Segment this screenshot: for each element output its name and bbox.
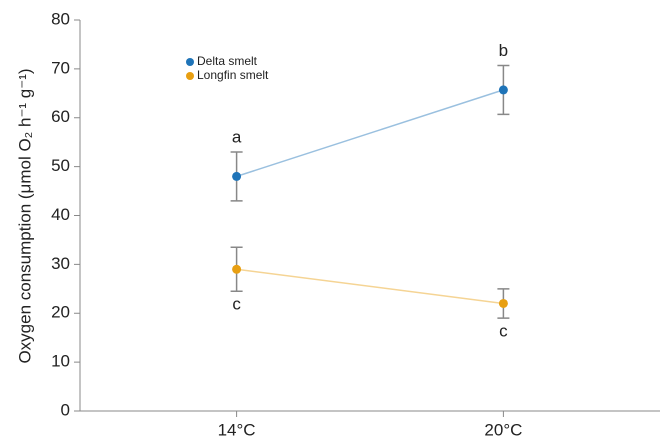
y-tick-label: 0: [61, 400, 70, 419]
legend-text: Longfin smelt: [197, 68, 269, 82]
y-tick-label: 40: [51, 205, 70, 224]
x-tick-label: 20°C: [484, 420, 522, 439]
data-point: [498, 85, 508, 95]
data-point: [498, 298, 508, 308]
y-tick-label: 50: [51, 156, 70, 175]
significance-label: c: [232, 295, 241, 314]
y-tick-label: 30: [51, 254, 70, 273]
legend-text: Delta smelt: [197, 54, 258, 68]
significance-label: b: [499, 41, 508, 60]
legend-marker: [186, 72, 194, 80]
y-axis-label: Oxygen consumption (μmol O₂ h⁻¹ g⁻¹): [15, 68, 34, 363]
data-point: [232, 171, 242, 181]
legend-marker: [186, 58, 194, 66]
y-tick-label: 20: [51, 303, 70, 322]
y-tick-label: 10: [51, 352, 70, 371]
series-line: [236, 268, 504, 305]
series-line: [236, 89, 504, 178]
y-tick-label: 80: [51, 9, 70, 28]
y-tick-label: 60: [51, 107, 70, 126]
significance-label: c: [499, 322, 508, 341]
x-tick-label: 14°C: [218, 420, 256, 439]
data-point: [232, 264, 242, 274]
significance-label: a: [232, 127, 242, 146]
y-tick-label: 70: [51, 58, 70, 77]
